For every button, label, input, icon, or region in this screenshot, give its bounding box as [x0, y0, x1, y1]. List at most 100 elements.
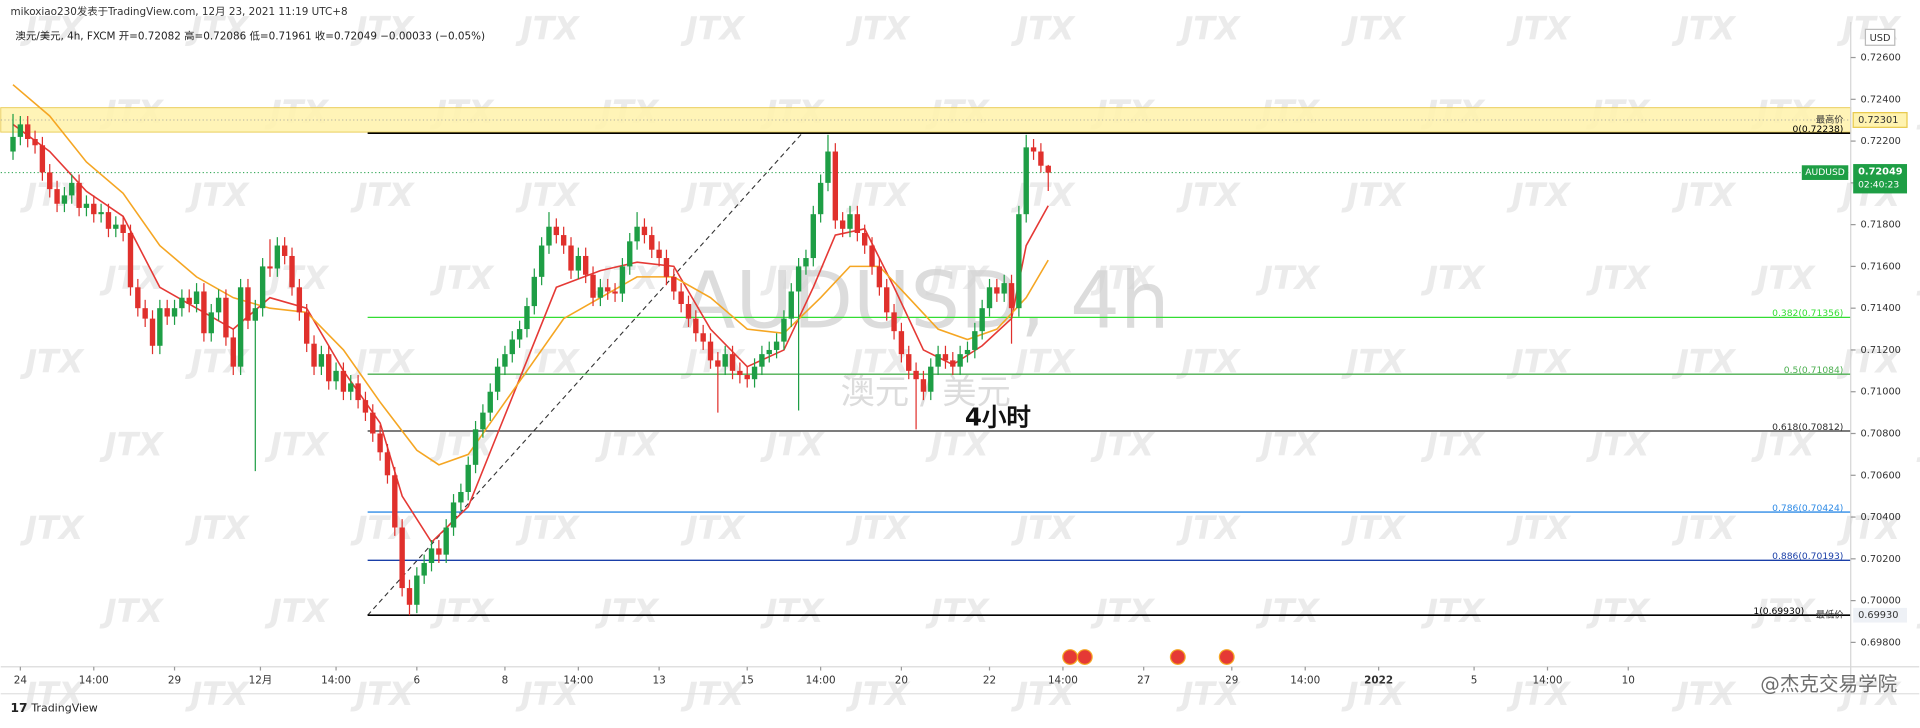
low-price-box [1853, 607, 1908, 623]
pattern-watermark: JTX [429, 259, 495, 297]
candle-body [817, 182, 824, 215]
candle-body [1038, 151, 1044, 166]
x-tick-label: 6 [414, 674, 421, 686]
low-price-label: 0.69930 [1858, 610, 1898, 621]
candle-body [942, 354, 949, 361]
candle-body [259, 266, 266, 309]
candle-body [825, 151, 831, 183]
pattern-watermark: JTX [350, 176, 416, 214]
candle-body [531, 276, 537, 307]
last-price-box [1853, 164, 1908, 194]
pattern-watermark: JTX [1090, 259, 1156, 297]
candle-body [891, 312, 897, 332]
event-flag [1076, 649, 1093, 665]
candle-body [502, 354, 508, 367]
candle-body [935, 354, 941, 367]
pattern-watermark: JTX [1506, 10, 1572, 48]
pattern-watermark: JTX [350, 509, 416, 547]
x-tick-label: 2022 [1364, 674, 1393, 686]
pattern-watermark: JTX [1255, 259, 1321, 297]
pattern-watermark: JTX [845, 10, 911, 48]
candle-body [744, 375, 750, 380]
fib-label: 0.382(0.71356) [1772, 308, 1843, 319]
candle-body [509, 339, 515, 355]
candle-body [105, 212, 112, 229]
fib-label: 0.786(0.70424) [1772, 503, 1843, 514]
candle-body [538, 245, 545, 277]
x-tick-label: 22 [983, 674, 996, 686]
pattern-watermark: JTX [1506, 509, 1572, 547]
candle-body [47, 172, 53, 190]
pattern-watermark: JTX [1585, 259, 1651, 297]
candle-body [69, 182, 75, 196]
pattern-watermark: JTX [845, 509, 911, 547]
candle-body [179, 297, 185, 309]
candle-body [289, 255, 295, 288]
candle-body [964, 349, 971, 355]
pattern-watermark: JTX [1010, 176, 1076, 214]
fib-label: 0.5(0.71084) [1784, 365, 1844, 376]
candle-body [773, 341, 780, 350]
y-tick-label: 0.71000 [1861, 387, 1901, 398]
pattern-watermark: JTX [1175, 509, 1241, 547]
pattern-watermark: JTX [184, 176, 250, 214]
pattern-watermark: JTX [264, 426, 330, 464]
candle-body [450, 502, 457, 528]
candle-body [443, 527, 449, 555]
pattern-watermark: JTX [264, 592, 330, 630]
event-flag [1169, 649, 1186, 665]
event-flag [1218, 649, 1235, 665]
candle-body [583, 255, 589, 275]
pattern-watermark: JTX [350, 10, 416, 48]
symbol-watermark: AUDUSD, 4h [682, 255, 1170, 346]
candle-body [634, 226, 640, 242]
pattern-watermark: JTX [1010, 10, 1076, 48]
symbol-subtitle: 澳元 / 美元 [841, 372, 1011, 412]
candle-body [979, 308, 985, 332]
high-price-box [1852, 112, 1908, 128]
candle-body [950, 360, 956, 367]
candle-body [201, 291, 207, 334]
candle-body [186, 297, 192, 305]
candle-body [715, 360, 721, 367]
pattern-watermark: JTX [680, 509, 746, 547]
x-tick-label: 14:00 [79, 674, 109, 686]
pattern-watermark: JTX [1341, 176, 1407, 214]
candle-body [436, 548, 442, 555]
candle-body [25, 124, 31, 139]
candle-body [862, 232, 868, 246]
candle-body [649, 235, 655, 250]
candle-body [465, 464, 471, 492]
candle-body [678, 291, 684, 305]
y-tick-label: 0.72200 [1861, 136, 1901, 147]
candle-body [627, 241, 633, 267]
candle-body [619, 266, 626, 294]
pattern-watermark: JTX [1420, 592, 1486, 630]
candle-body [311, 343, 317, 367]
symbol-box [1801, 165, 1849, 180]
pattern-watermark: JTX [515, 176, 581, 214]
pattern-watermark: JTX [1506, 176, 1572, 214]
candle-body [568, 245, 574, 271]
candle-body [972, 331, 978, 350]
candle-body [1023, 147, 1029, 215]
pattern-watermark: JTX [594, 592, 660, 630]
candle-body [91, 203, 97, 215]
candle-body [685, 304, 692, 319]
candle-body [281, 245, 288, 256]
candle-body [480, 412, 486, 430]
fib-label: 0(0.72238) [1793, 124, 1844, 135]
pattern-watermark: JTX [1671, 10, 1737, 48]
candle-body [876, 266, 883, 288]
candle-body [795, 266, 802, 292]
pattern-watermark: JTX [1836, 509, 1902, 547]
candle-body [847, 214, 853, 229]
candle-body [612, 291, 618, 294]
candle-body [781, 318, 787, 342]
pattern-watermark: JTX [1751, 259, 1817, 297]
candle-body [656, 249, 662, 259]
x-tick-label: 12月 [249, 674, 273, 686]
candle-body [524, 306, 530, 330]
candle-body [230, 337, 236, 367]
pattern-watermark: JTX [1090, 592, 1156, 630]
